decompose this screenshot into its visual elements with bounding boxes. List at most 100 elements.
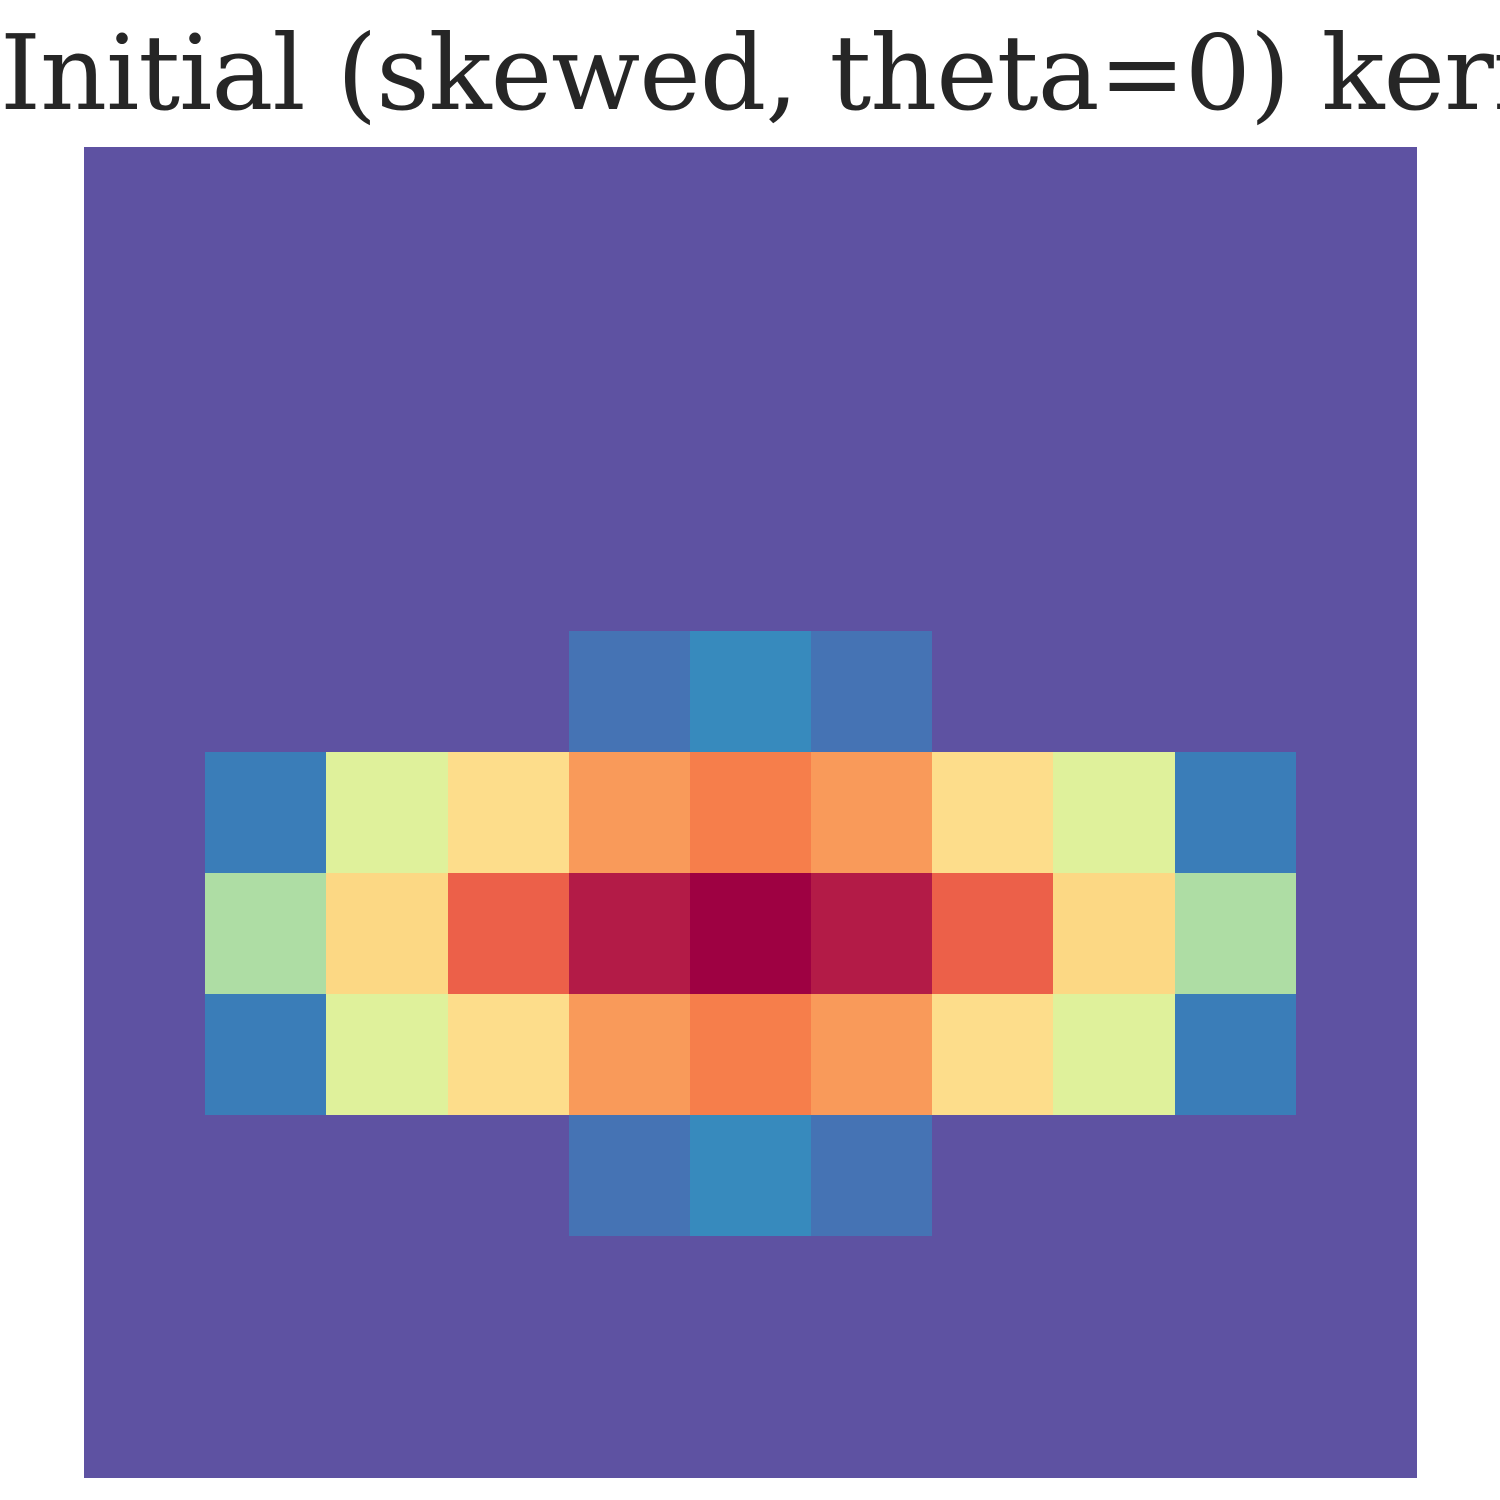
heatmap-cell-r8-c0 <box>84 1115 206 1237</box>
heatmap-cell-r1-c5 <box>690 268 812 390</box>
heatmap-cell-r6-c2 <box>326 873 449 995</box>
heatmap-cell-r5-c0 <box>84 752 206 874</box>
heatmap-cell-r10-c7 <box>932 1357 1054 1478</box>
heatmap-cell-r1-c6 <box>811 268 933 390</box>
heatmap-cell-r7-c3 <box>448 994 570 1116</box>
heatmap-cell-r4-c7 <box>932 631 1054 753</box>
heatmap-cell-r4-c0 <box>84 631 206 753</box>
heatmap-cell-r1-c0 <box>84 268 206 390</box>
heatmap-cell-r7-c0 <box>84 994 206 1116</box>
heatmap-cell-r1-c4 <box>569 268 691 390</box>
heatmap-cell-r3-c10 <box>1296 510 1417 632</box>
heatmap-cell-r2-c0 <box>84 389 206 511</box>
heatmap-cell-r4-c2 <box>326 631 449 753</box>
heatmap-cell-r3-c5 <box>690 510 812 632</box>
heatmap-cell-r10-c0 <box>84 1357 206 1478</box>
heatmap-cell-r7-c6 <box>811 994 933 1116</box>
heatmap-cell-r2-c1 <box>205 389 327 511</box>
heatmap-cell-r4-c1 <box>205 631 327 753</box>
heatmap-cell-r5-c7 <box>932 752 1054 874</box>
heatmap-cell-r10-c2 <box>326 1357 449 1478</box>
heatmap-cell-r8-c5 <box>690 1115 812 1237</box>
heatmap-cell-r3-c9 <box>1175 510 1297 632</box>
heatmap-cell-r9-c10 <box>1296 1236 1417 1358</box>
heatmap-cell-r6-c5 <box>690 873 812 995</box>
heatmap-cell-r2-c4 <box>569 389 691 511</box>
heatmap-cell-r10-c5 <box>690 1357 812 1478</box>
heatmap-cell-r7-c2 <box>326 994 449 1116</box>
heatmap-cell-r3-c0 <box>84 510 206 632</box>
heatmap-cell-r10-c10 <box>1296 1357 1417 1478</box>
heatmap-cell-r3-c2 <box>326 510 449 632</box>
heatmap-cell-r8-c3 <box>448 1115 570 1237</box>
heatmap-cell-r6-c0 <box>84 873 206 995</box>
heatmap-cell-r1-c3 <box>448 268 570 390</box>
heatmap-cell-r9-c6 <box>811 1236 933 1358</box>
heatmap-cell-r6-c4 <box>569 873 691 995</box>
heatmap-cell-r9-c4 <box>569 1236 691 1358</box>
heatmap-cell-r0-c0 <box>84 147 206 269</box>
heatmap-cell-r0-c9 <box>1175 147 1297 269</box>
heatmap-cell-r10-c1 <box>205 1357 327 1478</box>
heatmap-cell-r3-c1 <box>205 510 327 632</box>
heatmap-cell-r7-c9 <box>1175 994 1297 1116</box>
heatmap-cell-r1-c2 <box>326 268 449 390</box>
kernel-heatmap <box>84 147 1417 1478</box>
heatmap-cell-r8-c9 <box>1175 1115 1297 1237</box>
heatmap-cell-r5-c1 <box>205 752 327 874</box>
heatmap-cell-r5-c2 <box>326 752 449 874</box>
heatmap-cell-r10-c8 <box>1053 1357 1176 1478</box>
heatmap-cell-r3-c4 <box>569 510 691 632</box>
chart-title: Initial (skewed, theta=0) kernel <box>0 12 1500 134</box>
heatmap-cell-r9-c1 <box>205 1236 327 1358</box>
heatmap-cell-r1-c9 <box>1175 268 1297 390</box>
heatmap-cell-r0-c8 <box>1053 147 1176 269</box>
heatmap-cell-r4-c9 <box>1175 631 1297 753</box>
heatmap-cell-r0-c2 <box>326 147 449 269</box>
heatmap-cell-r6-c3 <box>448 873 570 995</box>
heatmap-cell-r3-c8 <box>1053 510 1176 632</box>
heatmap-cell-r6-c1 <box>205 873 327 995</box>
heatmap-cell-r2-c7 <box>932 389 1054 511</box>
heatmap-cell-r2-c2 <box>326 389 449 511</box>
heatmap-cell-r8-c1 <box>205 1115 327 1237</box>
heatmap-cell-r7-c1 <box>205 994 327 1116</box>
heatmap-cell-r2-c3 <box>448 389 570 511</box>
heatmap-cell-r0-c1 <box>205 147 327 269</box>
heatmap-cell-r9-c8 <box>1053 1236 1176 1358</box>
heatmap-cell-r5-c6 <box>811 752 933 874</box>
heatmap-cell-r4-c8 <box>1053 631 1176 753</box>
heatmap-cell-r0-c6 <box>811 147 933 269</box>
heatmap-cell-r4-c10 <box>1296 631 1417 753</box>
heatmap-cell-r1-c7 <box>932 268 1054 390</box>
heatmap-cell-r9-c3 <box>448 1236 570 1358</box>
heatmap-cell-r8-c6 <box>811 1115 933 1237</box>
heatmap-cell-r6-c9 <box>1175 873 1297 995</box>
heatmap-cell-r4-c3 <box>448 631 570 753</box>
heatmap-cell-r2-c8 <box>1053 389 1176 511</box>
heatmap-cell-r9-c7 <box>932 1236 1054 1358</box>
heatmap-cell-r2-c9 <box>1175 389 1297 511</box>
heatmap-cell-r1-c1 <box>205 268 327 390</box>
heatmap-cell-r5-c9 <box>1175 752 1297 874</box>
heatmap-cell-r10-c9 <box>1175 1357 1297 1478</box>
heatmap-cell-r5-c8 <box>1053 752 1176 874</box>
heatmap-cell-r9-c2 <box>326 1236 449 1358</box>
heatmap-cell-r8-c10 <box>1296 1115 1417 1237</box>
heatmap-cell-r10-c3 <box>448 1357 570 1478</box>
heatmap-cell-r10-c6 <box>811 1357 933 1478</box>
heatmap-cell-r8-c4 <box>569 1115 691 1237</box>
heatmap-cell-r9-c0 <box>84 1236 206 1358</box>
heatmap-cell-r0-c5 <box>690 147 812 269</box>
heatmap-cell-r10-c4 <box>569 1357 691 1478</box>
heatmap-cell-r3-c3 <box>448 510 570 632</box>
heatmap-cell-r5-c10 <box>1296 752 1417 874</box>
heatmap-cell-r2-c10 <box>1296 389 1417 511</box>
heatmap-cell-r7-c7 <box>932 994 1054 1116</box>
heatmap-cell-r6-c7 <box>932 873 1054 995</box>
heatmap-cell-r8-c7 <box>932 1115 1054 1237</box>
heatmap-cell-r9-c5 <box>690 1236 812 1358</box>
heatmap-cell-r1-c8 <box>1053 268 1176 390</box>
heatmap-cell-r0-c4 <box>569 147 691 269</box>
heatmap-cell-r0-c10 <box>1296 147 1417 269</box>
